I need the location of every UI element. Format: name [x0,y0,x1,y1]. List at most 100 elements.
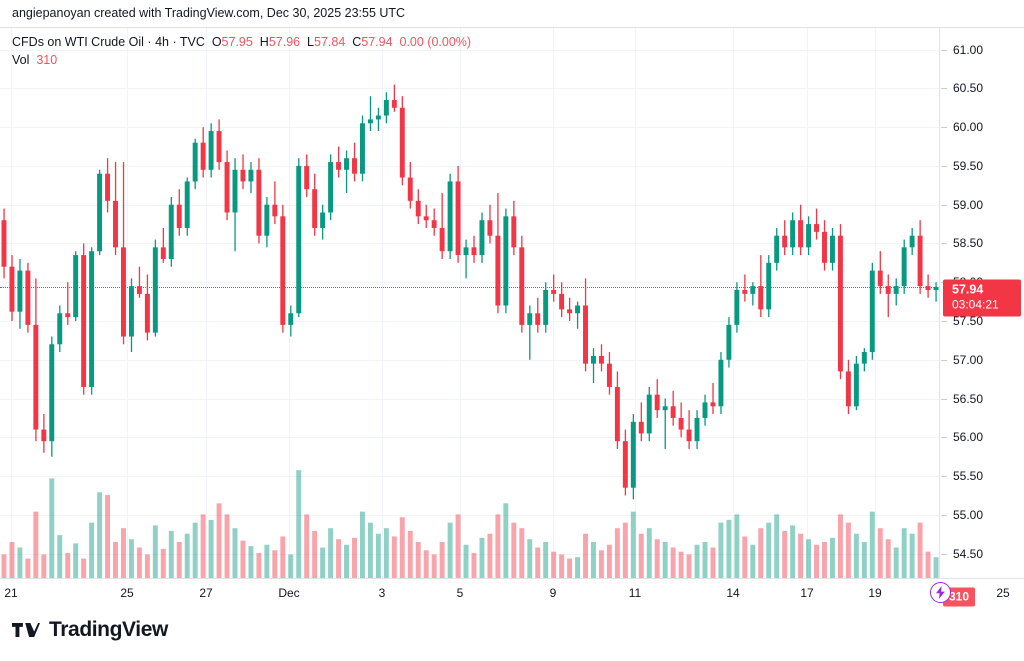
candle-body [1,220,7,267]
candle-body [65,313,71,318]
candle-body [367,119,373,124]
lightning-bolt-icon[interactable] [929,582,951,603]
candle-body [423,216,429,221]
candle-body [909,235,915,248]
candle-body [463,247,469,256]
candle-body [105,173,111,201]
volume-bar [638,533,644,578]
volume-bar [121,528,126,578]
candle-body [25,270,31,325]
candle-wick [345,150,348,194]
candle-body [774,235,780,263]
candle-body [144,293,150,333]
chart-legend: CFDs on WTI Crude Oil · 4h · TVC O57.95 … [12,34,471,69]
volume-bar [240,540,246,578]
price-tick-label: 59.50 [940,158,984,173]
volume-bar [925,551,931,578]
candle-wick [664,398,666,449]
candle-body [487,220,493,236]
volume-bar [559,554,565,578]
candle-body [216,131,222,163]
volume-bar [57,535,63,578]
candle-body [662,406,668,411]
volume-bar [702,542,708,578]
volume-bar [662,542,668,578]
candle-body [296,165,302,314]
candle-body [495,235,501,306]
candle-body [933,286,939,290]
legend-symbol[interactable]: CFDs on WTI Crude Oil · 4h · TVC [12,35,205,49]
volume-bar [455,514,461,578]
candle-body [710,402,716,407]
candle-wick [887,274,889,318]
volume-bar [869,511,875,578]
candle-body [630,421,636,488]
time-tick-label: Dec [278,586,300,600]
current-price-line [0,286,939,288]
candle-body [853,363,859,407]
candle-body [511,216,517,248]
candle-body [925,286,931,290]
volume-bar [248,546,254,578]
candle-body [718,359,724,407]
candle-body [128,286,134,337]
volume-bar [495,514,501,578]
volume-bar [853,533,859,578]
volume-bar [782,530,788,578]
volume-bar [25,558,31,578]
candle-body [790,220,796,248]
candle-wick [935,282,937,302]
candle-body [742,289,748,294]
candle-wick [369,96,372,132]
volume-bar [750,544,756,578]
volume-bar [431,554,437,578]
volume-bar [726,519,732,578]
volume-badge: 310 [943,587,976,607]
volume-bar [917,522,923,578]
volume-bar [933,557,939,578]
candle-body [869,270,875,353]
volume-bar [9,542,15,578]
volume-bar [909,533,915,578]
candle-body [73,255,79,318]
volume-bar [73,543,79,578]
gridline-vertical [875,28,876,578]
price-tick-label: 60.50 [940,81,984,96]
lightning-glyph [935,586,945,599]
candle-body [240,169,246,182]
candle-body [160,247,166,259]
price-scale[interactable]: 61.0060.5060.0059.5059.0058.5058.0057.50… [940,28,1024,607]
attribution-text: angiepanoyan created with TradingView.co… [12,6,406,20]
candle-wick [592,348,595,384]
volume-bar [678,551,684,578]
volume-bar [575,557,581,578]
volume-bar [734,514,740,578]
time-scale[interactable]: 212527Dec359111417192325302026 [0,578,1024,606]
candle-body [766,262,772,310]
candle-wick [377,107,380,132]
time-tick-label: 14 [726,586,740,600]
volume-bar [822,542,827,578]
candle-body [176,204,182,228]
time-tick-label: 19 [868,586,882,600]
candle-body [471,247,477,256]
candle-body [758,286,764,310]
volume-bar [160,548,166,578]
chart-plot-area[interactable] [0,28,940,578]
candle-body [312,189,318,228]
legend-volume-value: 310 [36,53,58,67]
volume-bar [766,522,772,578]
candle-body [559,293,565,310]
candle-body [81,255,87,387]
volume-bar [184,533,190,578]
volume-bar [583,533,588,578]
candle-body [288,313,294,325]
candle-body [328,162,334,213]
volume-bar [415,542,421,578]
candle-body [248,169,254,182]
tradingview-logo: TradingView [12,618,168,642]
candle-body [447,181,453,252]
volume-bar [288,554,294,578]
volume-bar [439,542,445,578]
volume-bar [136,547,142,578]
